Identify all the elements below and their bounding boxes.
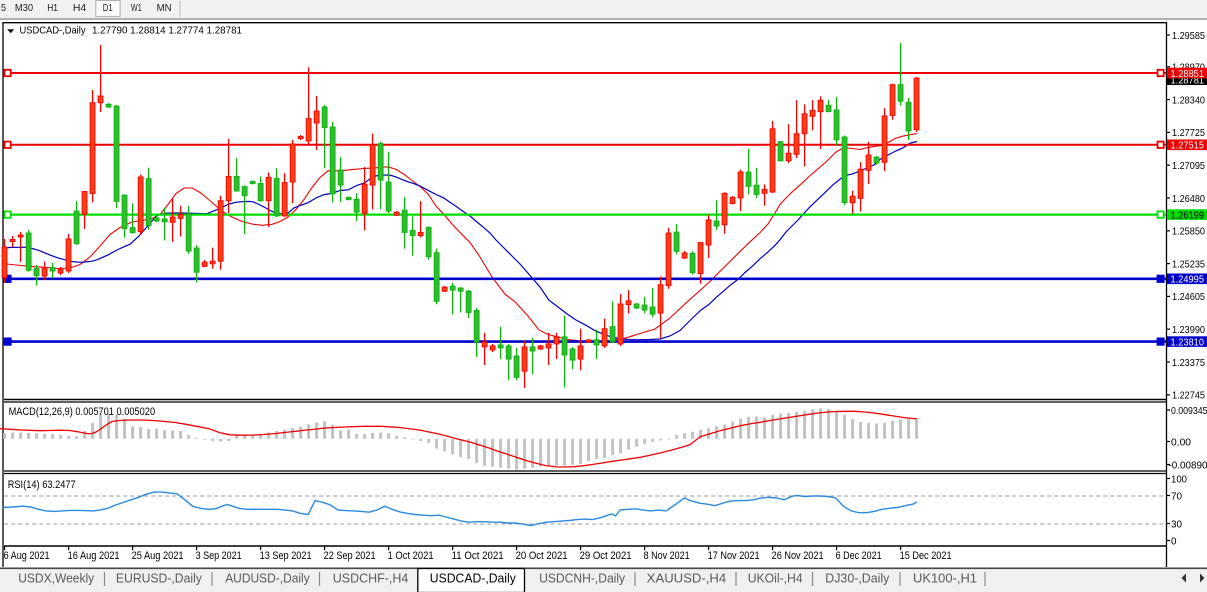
svg-text:1.27515: 1.27515 [1171,140,1205,152]
svg-text:USDCNH-,Daily: USDCNH-,Daily [539,571,625,586]
svg-text:22 Sep 2021: 22 Sep 2021 [324,550,376,562]
svg-text:29 Oct 2021: 29 Oct 2021 [580,550,632,562]
svg-text:-0.00890: -0.00890 [1169,459,1207,471]
svg-text:D1: D1 [103,2,113,14]
svg-text:8 Nov 2021: 8 Nov 2021 [644,550,690,562]
svg-text:1.28340: 1.28340 [1172,94,1205,106]
svg-text:USDX,Weekly: USDX,Weekly [18,571,94,586]
svg-text:1.27725: 1.27725 [1172,127,1205,139]
svg-text:25 Aug 2021: 25 Aug 2021 [132,550,184,562]
svg-text:MACD(12,26,9) 0.005701 0.00502: MACD(12,26,9) 0.005701 0.005020 [9,406,156,418]
svg-text:1.24995: 1.24995 [1171,274,1205,286]
svg-text:1.28781: 1.28781 [1171,76,1205,87]
svg-text:1.24605: 1.24605 [1172,291,1205,303]
svg-text:70: 70 [1171,490,1182,502]
svg-text:MN: MN [157,2,172,14]
svg-text:6 Dec 2021: 6 Dec 2021 [836,550,882,562]
svg-text:16 Aug 2021: 16 Aug 2021 [68,550,120,562]
svg-text:30: 30 [1171,518,1182,530]
svg-text:5: 5 [1,2,6,14]
svg-text:H1: H1 [47,2,58,14]
svg-text:17 Nov 2021: 17 Nov 2021 [708,550,760,562]
svg-text:1.25235: 1.25235 [1172,258,1205,270]
svg-text:15 Dec 2021: 15 Dec 2021 [900,550,952,562]
svg-text:0.009345: 0.009345 [1171,405,1207,417]
svg-text:1.22745: 1.22745 [1172,390,1205,402]
svg-text:RSI(14) 63.2477: RSI(14) 63.2477 [8,479,76,491]
svg-text:1.23810: 1.23810 [1171,336,1205,348]
svg-text:100: 100 [1171,473,1187,485]
svg-text:AUDUSD-,Daily: AUDUSD-,Daily [225,571,310,586]
svg-text:1.29585: 1.29585 [1172,30,1205,42]
svg-text:1.26480: 1.26480 [1172,193,1205,205]
svg-text:1.23990: 1.23990 [1172,324,1205,336]
svg-text:H4: H4 [73,2,86,14]
svg-text:USDCAD-,Daily: USDCAD-,Daily [20,24,87,36]
svg-text:1.23375: 1.23375 [1172,357,1205,369]
svg-text:26 Nov 2021: 26 Nov 2021 [772,550,824,562]
svg-text:1.27790 1.28814 1.27774 1.2878: 1.27790 1.28814 1.27774 1.28781 [92,24,242,36]
svg-text:UK100-,H1: UK100-,H1 [913,571,977,586]
svg-text:1.26199: 1.26199 [1171,209,1205,221]
svg-text:1.25850: 1.25850 [1172,226,1205,238]
svg-text:M30: M30 [15,2,33,14]
svg-text:1.27095: 1.27095 [1172,160,1205,172]
svg-text:XAUUSD-,H4: XAUUSD-,H4 [647,571,727,586]
svg-text:UKOil-,H4: UKOil-,H4 [748,571,803,586]
svg-text:0: 0 [1171,535,1177,547]
svg-text:W1: W1 [131,2,142,14]
svg-text:USDCHF-,H4: USDCHF-,H4 [333,571,409,586]
svg-text:11 Oct 2021: 11 Oct 2021 [452,550,504,562]
svg-text:3 Sep 2021: 3 Sep 2021 [196,550,242,562]
svg-text:0.00: 0.00 [1171,436,1191,448]
svg-text:13 Sep 2021: 13 Sep 2021 [260,550,312,562]
svg-text:EURUSD-,Daily: EURUSD-,Daily [116,571,202,586]
svg-text:1.28851: 1.28851 [1171,68,1205,80]
svg-text:USDCAD-,Daily: USDCAD-,Daily [430,571,516,586]
svg-text:1 Oct 2021: 1 Oct 2021 [388,550,434,562]
svg-text:6 Aug 2021: 6 Aug 2021 [4,550,50,562]
svg-text:20 Oct 2021: 20 Oct 2021 [516,550,568,562]
svg-text:DJ30-,Daily: DJ30-,Daily [825,571,889,586]
